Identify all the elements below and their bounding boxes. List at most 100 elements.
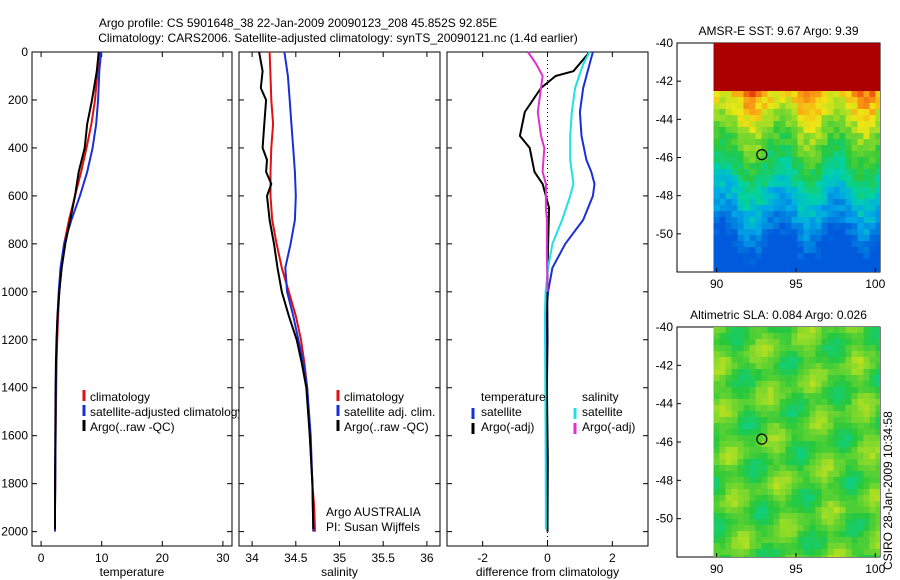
map-cell: [767, 453, 774, 459]
map-cell: [785, 181, 792, 187]
y-tick-label: -40: [656, 320, 674, 334]
map-cell: [845, 229, 852, 235]
map-cell: [761, 411, 768, 417]
map-cell: [713, 241, 720, 247]
map-cell: [827, 387, 834, 393]
map-cell: [767, 435, 774, 441]
map-cell: [833, 109, 840, 115]
map-cell: [779, 73, 786, 79]
map-cell: [815, 363, 822, 369]
map-cell: [773, 405, 780, 411]
map-cell: [719, 169, 726, 175]
map-cell: [851, 259, 858, 265]
map-cell: [773, 247, 780, 253]
map-cell: [869, 67, 876, 73]
map-cell: [875, 109, 880, 115]
map-cell: [821, 345, 828, 351]
map-cell: [773, 543, 780, 549]
map-cell: [755, 247, 762, 253]
map-cell: [755, 235, 762, 241]
map-cell: [725, 417, 732, 423]
map-cell: [749, 375, 756, 381]
map-cell: [851, 151, 858, 157]
map-cell: [803, 375, 810, 381]
map-cell: [749, 241, 756, 247]
map-cell: [875, 241, 880, 247]
map-cell: [779, 537, 786, 543]
map-cell: [833, 357, 840, 363]
map-cell: [779, 151, 786, 157]
map-cell: [767, 537, 774, 543]
map-cell: [743, 205, 750, 211]
map-cell: [719, 519, 726, 525]
map-cell: [833, 73, 840, 79]
map-cell: [833, 79, 840, 85]
map-cell: [749, 531, 756, 537]
map-cell: [719, 175, 726, 181]
map-cell: [803, 363, 810, 369]
map-cell: [869, 429, 876, 435]
map-cell: [773, 375, 780, 381]
map-cell: [725, 61, 732, 67]
map-cell: [839, 211, 846, 217]
map-cell: [779, 97, 786, 103]
map-cell: [737, 345, 744, 351]
map-cell: [863, 223, 870, 229]
map-cell: [809, 205, 816, 211]
map-cell: [821, 67, 828, 73]
map-cell: [797, 61, 804, 67]
map-cell: [749, 67, 756, 73]
map-cell: [725, 217, 732, 223]
map-cell: [827, 241, 834, 247]
map-cell: [731, 139, 738, 145]
map-cell: [719, 459, 726, 465]
map-cell: [719, 393, 726, 399]
map-cell: [839, 435, 846, 441]
map-cell: [809, 381, 816, 387]
map-cell: [863, 327, 870, 333]
map-cell: [791, 169, 798, 175]
map-cell: [839, 345, 846, 351]
map-cell: [797, 103, 804, 109]
map-cell: [803, 459, 810, 465]
figure-title-line2: Climatology: CARS2006. Satellite-adjuste…: [98, 31, 578, 45]
map-cell: [755, 85, 762, 91]
y-tick-label: -42: [656, 74, 674, 88]
map-cell: [857, 175, 864, 181]
map-cell: [863, 471, 870, 477]
map-cell: [779, 501, 786, 507]
map-cell: [773, 471, 780, 477]
map-cell: [845, 435, 852, 441]
map-cell: [749, 139, 756, 145]
map-cell: [791, 97, 798, 103]
map-cell: [773, 151, 780, 157]
map-cell: [725, 405, 732, 411]
map-cell: [785, 229, 792, 235]
map-cell: [863, 387, 870, 393]
map-cell: [809, 513, 816, 519]
map-cell: [809, 441, 816, 447]
map-cell: [863, 163, 870, 169]
map-cell: [743, 175, 750, 181]
map-cell: [767, 471, 774, 477]
map-cell: [743, 483, 750, 489]
map-cell: [827, 235, 834, 241]
map-cell: [773, 399, 780, 405]
map-cell: [815, 471, 822, 477]
map-cell: [767, 381, 774, 387]
map-cell: [803, 259, 810, 265]
map-cell: [755, 193, 762, 199]
map-cell: [773, 241, 780, 247]
map-cell: [803, 211, 810, 217]
map-cell: [713, 43, 720, 49]
map-cell: [791, 435, 798, 441]
map-cell: [839, 103, 846, 109]
map-cell: [749, 211, 756, 217]
map-cell: [719, 399, 726, 405]
map-cell: [713, 429, 720, 435]
map-cell: [779, 399, 786, 405]
map-cell: [875, 253, 880, 259]
map-cell: [743, 369, 750, 375]
map-cell: [797, 339, 804, 345]
map-cell: [797, 115, 804, 121]
